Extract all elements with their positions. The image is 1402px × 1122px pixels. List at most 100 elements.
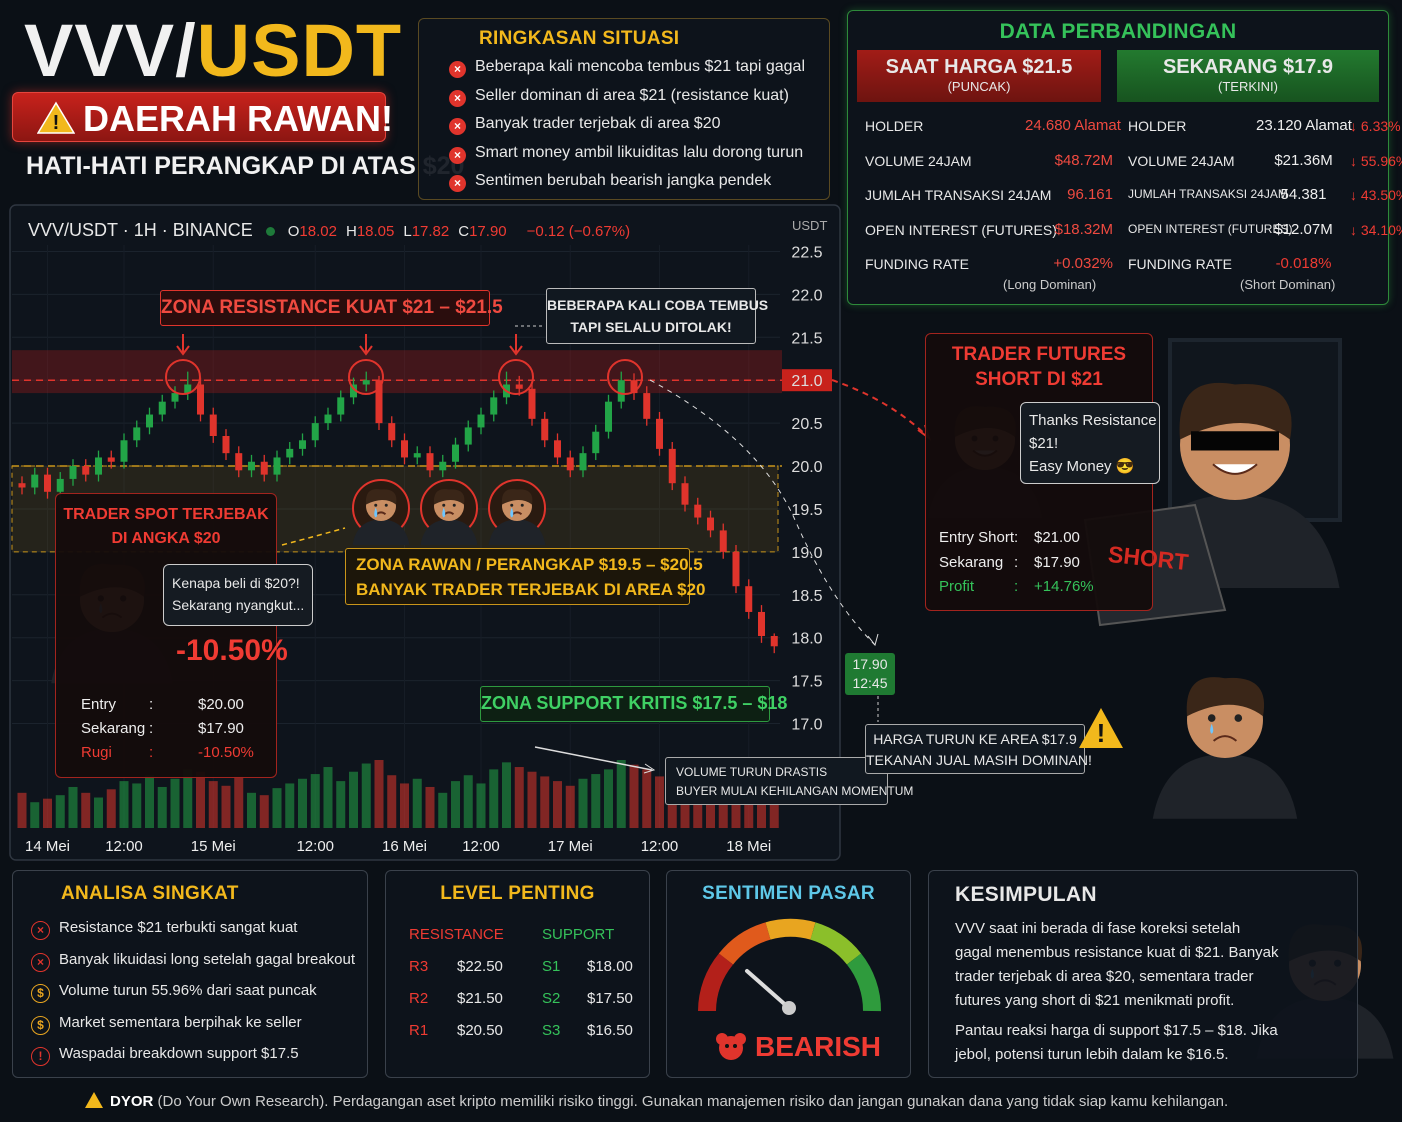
- spot-title-line: TRADER SPOT TERJEBAK: [63, 506, 269, 523]
- volume-bar: [145, 775, 154, 828]
- levels-panel: LEVEL PENTING RESISTANCE SUPPORT R3 $22.5…: [385, 870, 650, 1078]
- level-name: R1: [409, 1022, 429, 1039]
- candle-body: [464, 427, 472, 445]
- volume-bar: [489, 769, 499, 828]
- x-icon: ×: [449, 61, 466, 78]
- y-tick-label: 21.0: [791, 373, 822, 390]
- spot-speech: Kenapa beli di $20?! Sekarang nyangkut..…: [163, 564, 313, 626]
- peak-header: SAAT HARGA $21.5 (PUNCAK): [857, 50, 1101, 102]
- peak-circle: [498, 359, 534, 395]
- analysis-icon: ×: [31, 921, 50, 940]
- candle-body: [44, 474, 51, 492]
- candle-body: [758, 611, 765, 636]
- analysis-text: Volume turun 55.96% dari saat puncak: [59, 982, 317, 999]
- ohlc-item: O18.02: [288, 223, 337, 240]
- volume-pointer: [534, 746, 653, 771]
- level-value: $21.50: [457, 990, 503, 1007]
- spot-card: TRADER SPOT TERJEBAK DI ANGKA $20 Kenapa…: [55, 493, 313, 778]
- character: [488, 489, 546, 545]
- summary-text: Seller dominan di area $21 (resistance k…: [475, 86, 789, 104]
- zone-band: [12, 350, 782, 394]
- y-tick-label: 21.5: [791, 330, 822, 347]
- x-icon: ×: [449, 146, 466, 164]
- candle-body: [541, 418, 549, 441]
- bear-eye: [725, 1044, 729, 1048]
- summary-item: × Banyak trader terjebak di area $20: [449, 115, 720, 135]
- candle-body: [401, 440, 408, 458]
- row-value: +0.032%: [1053, 255, 1113, 273]
- gauge-arc: [698, 918, 882, 1012]
- price-tag: 17.90 12:45: [845, 653, 895, 695]
- x-icon: ×: [449, 118, 466, 135]
- comparison-title: DATA PERBANDINGAN: [999, 20, 1237, 43]
- summary-text: Beberapa kali mencoba tembus $21 tapi ga…: [475, 58, 805, 75]
- row-label: OPEN INTEREST (FUTURES): [865, 221, 1057, 238]
- trap-label: ZONA RAWAN / PERANGKAP $19.5 – $20.5 BAN…: [345, 548, 706, 605]
- callout-line: TAPI SELALU DITOLAK!: [570, 319, 732, 335]
- eye: [520, 503, 524, 507]
- volume-bar: [119, 781, 129, 828]
- volume-callout: VOLUME TURUN DRASTIS BUYER MULAI KEHILAN…: [665, 757, 913, 805]
- peak-circle: [607, 359, 643, 395]
- warning-triangle: [37, 101, 75, 134]
- volume-bar: [553, 781, 562, 828]
- volume-bar: [349, 771, 358, 828]
- ohlc-value: 17.90: [469, 223, 507, 240]
- candle-body: [171, 393, 179, 402]
- tear: [1210, 723, 1214, 734]
- volume-bar: [616, 760, 626, 828]
- ohlc-key: H: [345, 223, 357, 240]
- trend-arrow: [649, 379, 876, 646]
- y-tick-label: 22.0: [791, 287, 822, 304]
- conclusion-paragraph: Pantau reaksi harga di support $17.5 – $…: [955, 1022, 1278, 1063]
- pair-quote: USDT: [196, 9, 403, 92]
- row-label: VOLUME 24JAM: [865, 152, 972, 169]
- warning-mark: !: [1097, 718, 1106, 748]
- price-tag-time: 12:45: [852, 675, 888, 691]
- card-value: $17.90: [1034, 553, 1080, 571]
- warning-text: DAERAH RAWAN!: [83, 98, 393, 139]
- summary-text: Smart money ambil likuiditas lalu dorong…: [475, 143, 804, 161]
- short-pointer: [831, 379, 929, 438]
- volume-bar: [106, 789, 116, 828]
- card-value: $20.00: [198, 696, 244, 713]
- ohlc-item: H18.05: [346, 223, 394, 240]
- candle-body: [617, 380, 625, 402]
- analysis-text: Waspadai breakdown support $17.5: [59, 1045, 299, 1062]
- gauge-segment: [698, 953, 734, 1012]
- candle-body: [770, 635, 778, 647]
- volume-bar: [540, 776, 550, 828]
- footer-bold: DYOR: [110, 1093, 154, 1110]
- now-subtitle: (TERKINI): [1218, 79, 1278, 94]
- row-label: FUNDING RATE: [865, 256, 969, 273]
- speech-line: Easy Money 😎: [1029, 458, 1135, 475]
- candle-body: [694, 504, 702, 518]
- futures-title: TRADER FUTURES SHORT DI $21: [926, 342, 1152, 392]
- ohlc: O18.02 H18.05 L17.82 C17.90: [288, 223, 516, 240]
- summary-text: Sentimen berubah bearish jangka pendek: [475, 172, 772, 189]
- candle-body: [656, 418, 663, 449]
- warning-mark: !: [53, 112, 60, 134]
- volume-bar: [247, 792, 256, 828]
- candle-body: [82, 466, 90, 475]
- volume-bar: [298, 778, 307, 828]
- sentiment-text: BEARISH: [755, 1031, 882, 1062]
- candle-body: [643, 393, 651, 419]
- eye: [510, 503, 514, 507]
- character: [1152, 677, 1298, 819]
- card-label: Rugi: [81, 744, 112, 761]
- y-tick-label: 20.0: [791, 459, 822, 476]
- row-label: OPEN INTEREST (FUTURES): [1128, 221, 1293, 236]
- volume-bar: [94, 797, 103, 828]
- candle-body: [592, 431, 600, 454]
- volume-bar: [718, 788, 728, 828]
- analysis-item: $ Market sementara berpihak ke seller: [31, 1014, 302, 1035]
- candle-body: [260, 461, 268, 475]
- ohlc-key: L: [403, 223, 412, 240]
- card-sep: :: [1014, 578, 1019, 595]
- summary-panel: RINGKASAN SITUASI × Beberapa kali mencoba…: [418, 18, 830, 200]
- futures-title-line: TRADER FUTURES: [951, 344, 1127, 365]
- change: −0.12 (−0.67%): [526, 223, 631, 240]
- y-tick-label: 19.5: [791, 502, 822, 519]
- character: [352, 489, 410, 545]
